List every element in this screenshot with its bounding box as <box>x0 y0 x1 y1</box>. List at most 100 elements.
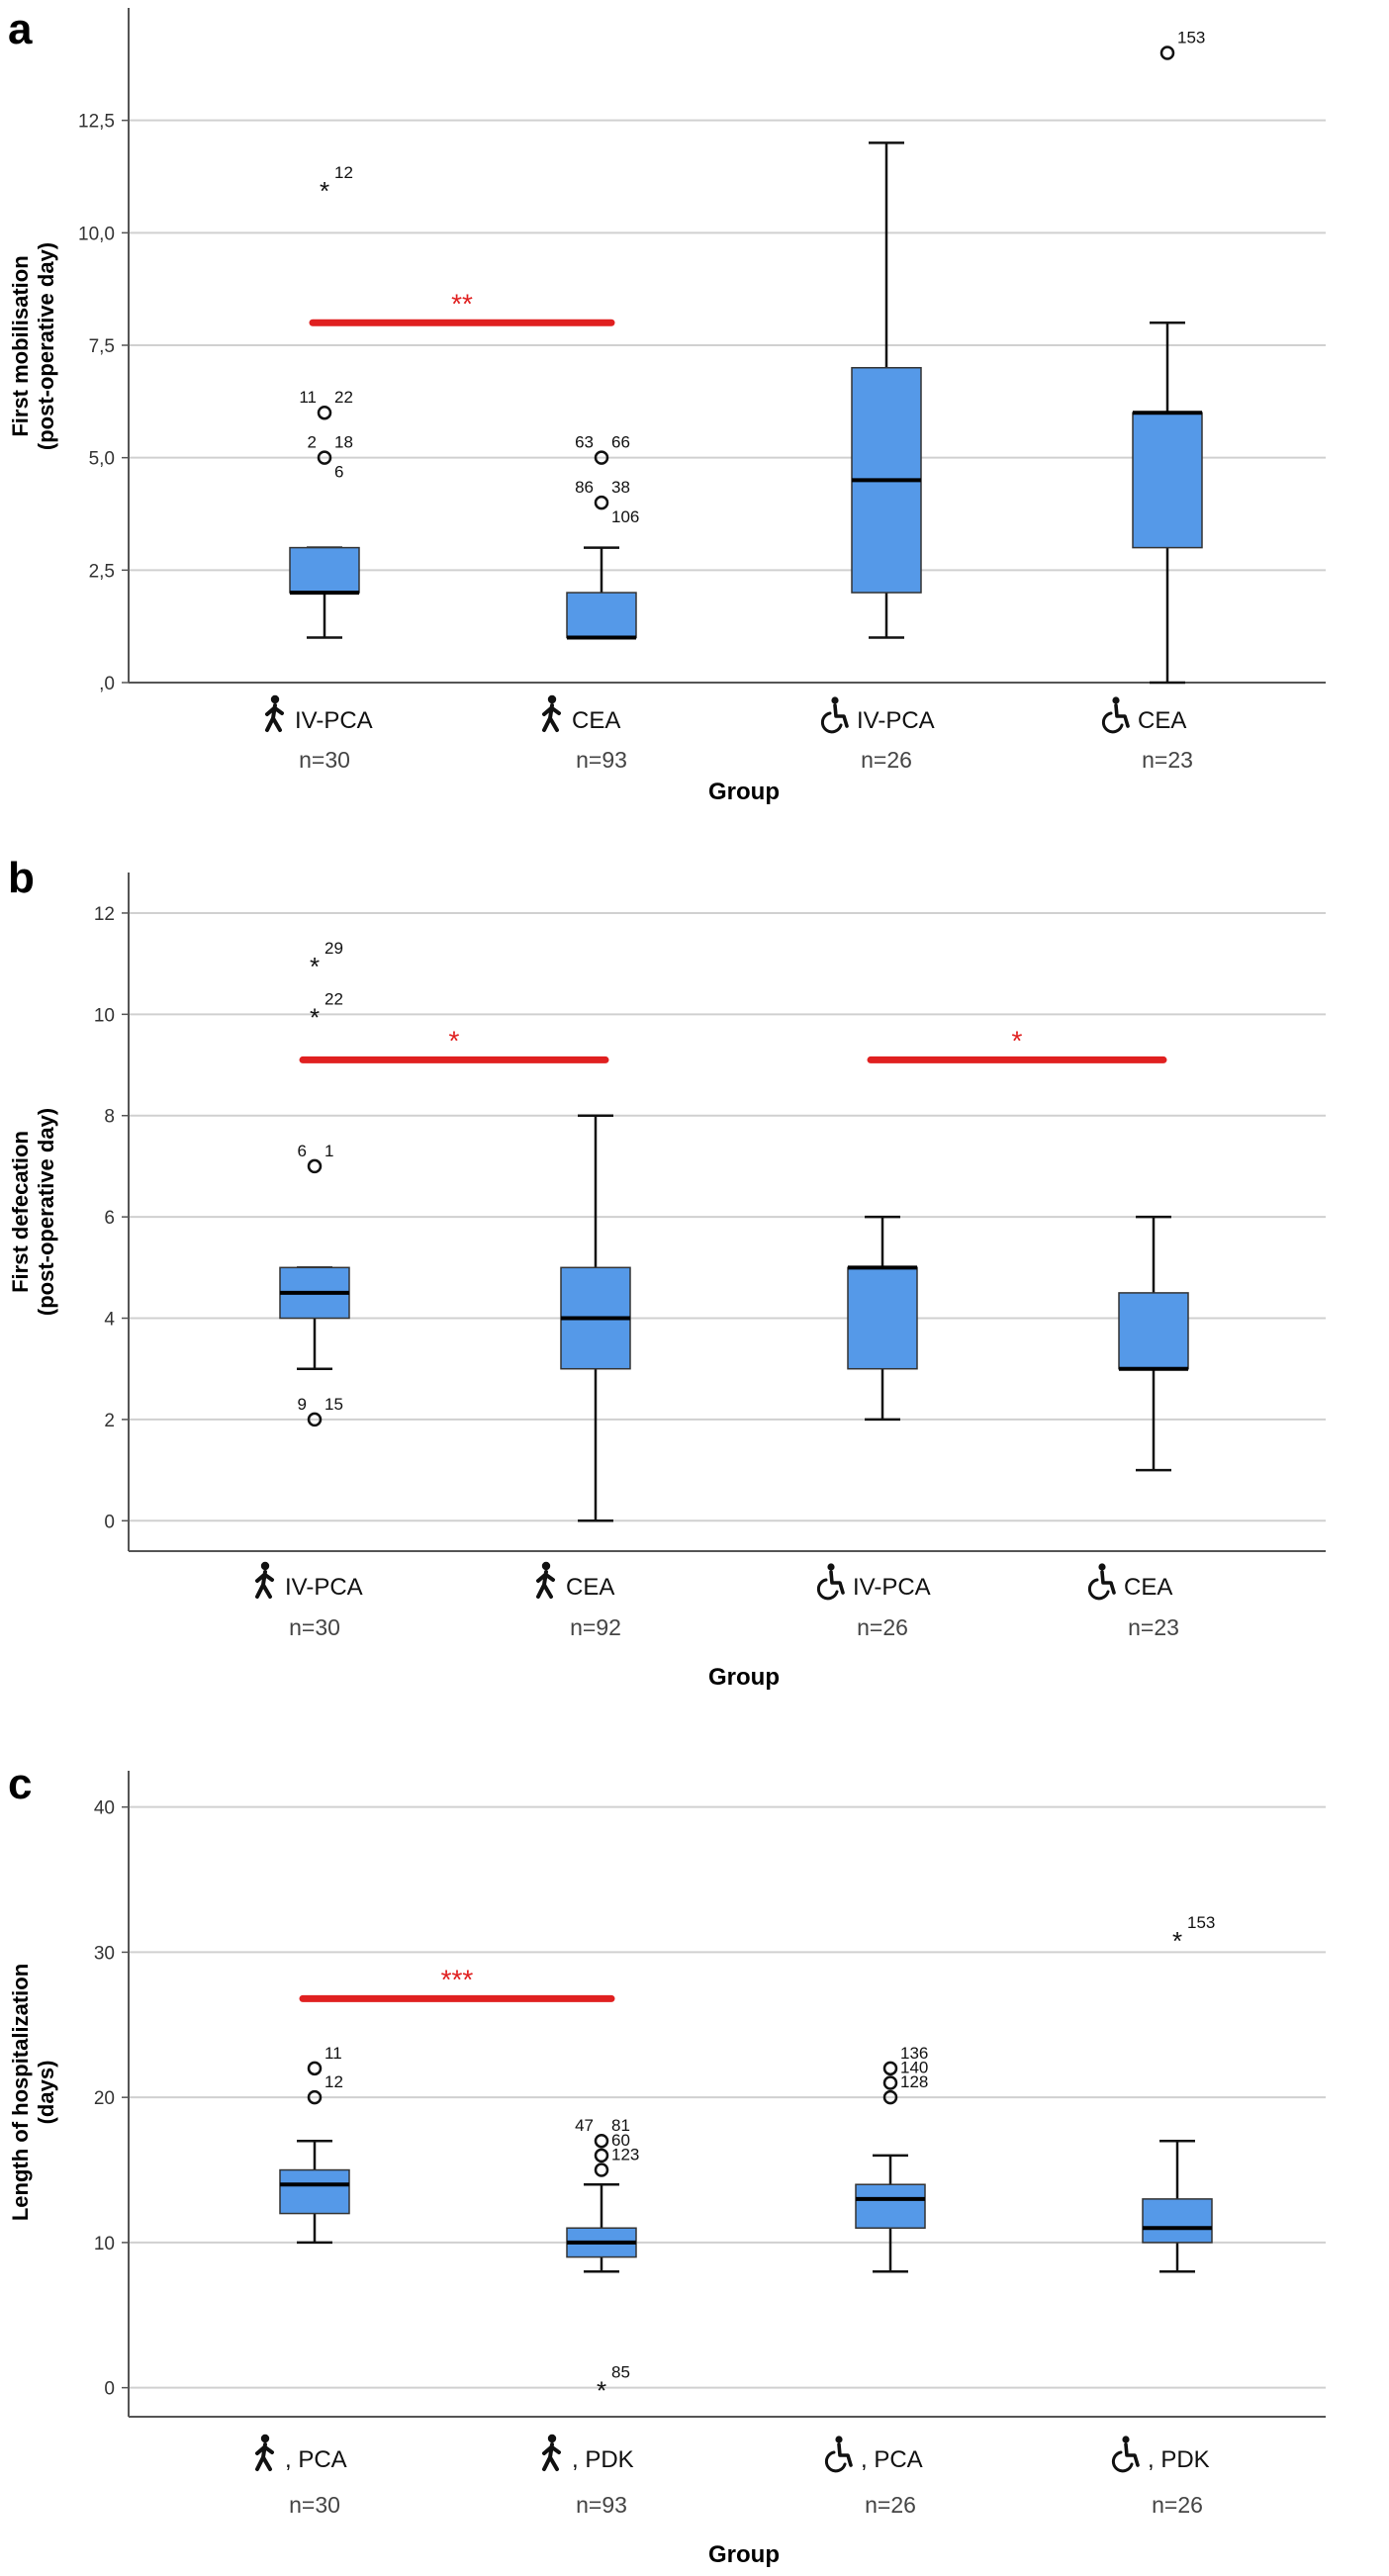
panel-c: c 0 10 20 30 40 Length of hospitalization(days… <box>8 1760 1326 2568</box>
significance-stars: * <box>1012 1025 1023 1056</box>
y-axis-title-line: First defecation <box>8 1131 33 1293</box>
outlier-case-label: 66 <box>611 433 630 452</box>
category-label: IV-PCA <box>853 1574 931 1601</box>
y-axis-title: Length of hospitalization(days) <box>8 1964 58 2221</box>
outlier-circle <box>594 2133 609 2149</box>
outlier-case-label: 29 <box>324 939 343 958</box>
iqr-box <box>279 2168 350 2215</box>
category-label: IV-PCA <box>857 707 935 734</box>
category-label: , PDK <box>572 2446 634 2473</box>
outlier-case-label: 11 <box>299 388 317 407</box>
walking-person-icon <box>542 2434 561 2471</box>
box-2: 63 66 86 38 106 <box>566 433 639 640</box>
outlier-case-label: 6 <box>298 1142 307 1160</box>
sample-size-label: n=30 <box>289 2492 340 2518</box>
y-axis-title-line: (days) <box>34 2061 58 2125</box>
box-4: 153 <box>1132 28 1205 685</box>
outlier-case-label: 9 <box>298 1395 307 1414</box>
sample-size-label: n=26 <box>1152 2492 1203 2518</box>
category-label: CEA <box>1138 707 1186 734</box>
extreme-outlier-star: * <box>310 1002 320 1032</box>
walking-person-icon <box>542 694 561 732</box>
outlier-circle <box>594 2162 609 2177</box>
iqr-box <box>566 592 637 639</box>
panel-b: b 0 2 4 6 8 10 12 First defecation(post-operativ… <box>8 854 1326 1691</box>
sample-size-label: n=26 <box>865 2492 916 2518</box>
y-tick-label: 40 <box>94 1798 115 1819</box>
outlier-case-label: 22 <box>324 989 343 1008</box>
sample-size-label: n=23 <box>1142 747 1193 773</box>
sample-size-label: n=30 <box>289 1614 340 1640</box>
outlier-circle <box>317 450 332 465</box>
sample-size-label: n=30 <box>299 747 350 773</box>
y-tick-label: 2,5 <box>89 561 115 582</box>
outlier-circle <box>882 2089 898 2105</box>
box-1: *29*226 19 15 <box>279 939 350 1427</box>
y-tick-label: 6 <box>104 1208 115 1229</box>
walking-person-icon <box>255 2434 274 2471</box>
y-tick-label: ,0 <box>99 674 115 694</box>
iqr-box <box>847 1266 918 1370</box>
outlier-case-label: 12 <box>324 2072 343 2091</box>
box-2 <box>560 1114 631 1522</box>
panel-a: a ,0 2,5 5,0 7,5 10,0 12,5 First mobilisation(p… <box>8 5 1326 805</box>
y-axis-title-line: First mobilisation <box>8 255 33 436</box>
outlier-case-label: 6 <box>334 463 343 482</box>
wheelchair-icon <box>820 696 849 734</box>
wheelchair-icon <box>824 2436 853 2473</box>
outlier-circle <box>594 450 609 465</box>
panel-letter: a <box>8 5 33 53</box>
significance-stars: ** <box>451 288 473 319</box>
panel-letter: c <box>8 1760 32 1808</box>
wheelchair-icon <box>816 1563 845 1601</box>
extreme-outlier-star: * <box>597 2376 606 2406</box>
outlier-case-label: 22 <box>334 388 353 407</box>
iqr-box <box>1132 412 1203 549</box>
extreme-outlier-star: * <box>320 176 329 206</box>
box-3 <box>847 1215 918 1422</box>
panel-letter: b <box>8 854 35 902</box>
outlier-case-label: 85 <box>611 2363 630 2382</box>
outlier-case-label: 136 <box>900 2044 928 2063</box>
sample-size-label: n=93 <box>576 2492 627 2518</box>
outlier-circle <box>882 2061 898 2076</box>
box-4: * 153 <box>1142 1913 1215 2273</box>
outlier-case-label: 86 <box>575 478 594 497</box>
outlier-case-label: 60 <box>611 2131 630 2150</box>
outlier-case-label: 2 <box>308 433 317 452</box>
outlier-case-label: 140 <box>900 2058 928 2076</box>
y-tick-label: 20 <box>94 2088 115 2109</box>
sample-size-label: n=93 <box>576 747 627 773</box>
y-tick-label: 2 <box>104 1411 115 1431</box>
outlier-circle <box>594 495 609 510</box>
walking-person-icon <box>265 694 284 732</box>
y-tick-label: 10 <box>94 1005 115 1026</box>
outlier-case-label: 106 <box>611 507 639 526</box>
outlier-case-label: 123 <box>611 2146 639 2164</box>
y-tick-label: 4 <box>104 1310 115 1331</box>
iqr-box <box>855 2183 926 2229</box>
outlier-circle <box>1159 46 1175 60</box>
wheelchair-icon <box>1087 1563 1116 1601</box>
iqr-box <box>289 546 360 594</box>
outlier-case-label: 1 <box>324 1142 333 1160</box>
sample-size-label: n=23 <box>1128 1614 1179 1640</box>
outlier-circle <box>317 405 332 420</box>
y-tick-label: 10,0 <box>78 224 115 244</box>
wheelchair-icon <box>1101 696 1130 734</box>
y-axis-title-line: (post-operative day) <box>34 242 58 450</box>
y-tick-label: 30 <box>94 1943 115 1964</box>
outlier-circle <box>307 2089 323 2105</box>
x-axis-title: Group <box>708 1664 780 1691</box>
outlier-circle <box>307 1158 323 1174</box>
extreme-outlier-star: * <box>1172 1926 1182 1956</box>
y-tick-label: 0 <box>104 2379 115 2400</box>
y-tick-label: 8 <box>104 1107 115 1128</box>
outlier-circle <box>307 1412 323 1427</box>
outlier-case-label: 128 <box>900 2072 928 2091</box>
